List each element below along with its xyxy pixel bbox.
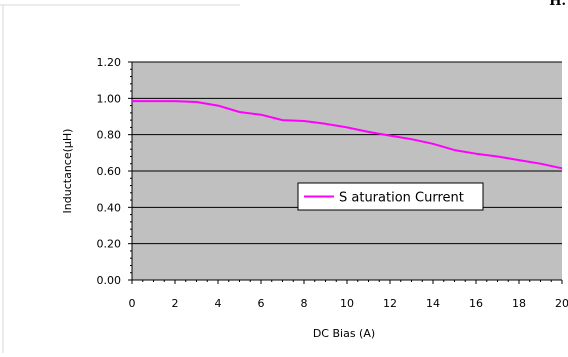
x-tick-label: 16 (469, 297, 483, 310)
x-tick-label: 12 (383, 297, 397, 310)
y-tick-label: 1.00 (97, 92, 122, 105)
x-axis-title: DC Bias (A) (313, 327, 375, 340)
x-tick-label: 10 (340, 297, 354, 310)
series-line (132, 100, 563, 170)
y-tick-label: 0.40 (97, 201, 122, 214)
corner-text: H. (549, 0, 566, 9)
legend-label: S aturation Current (339, 191, 464, 206)
y-tick-label: 0.00 (97, 274, 122, 287)
x-tick-label: 4 (215, 297, 222, 310)
x-tick-label: 18 (512, 297, 526, 310)
x-tick-label: 0 (129, 297, 136, 310)
y-tick-label: 0.60 (97, 165, 122, 178)
y-tick-label: 0.80 (97, 129, 122, 142)
y-tick-label: 0.20 (97, 238, 122, 251)
x-tick-label: 8 (301, 297, 308, 310)
x-tick-label: 20 (555, 297, 568, 310)
y-axis-title: Inductance(μH) (61, 129, 74, 214)
x-tick-label: 14 (426, 297, 440, 310)
x-tick-label: 6 (258, 297, 265, 310)
y-tick-label: 1.20 (97, 56, 122, 69)
x-tick-label: 2 (172, 297, 179, 310)
